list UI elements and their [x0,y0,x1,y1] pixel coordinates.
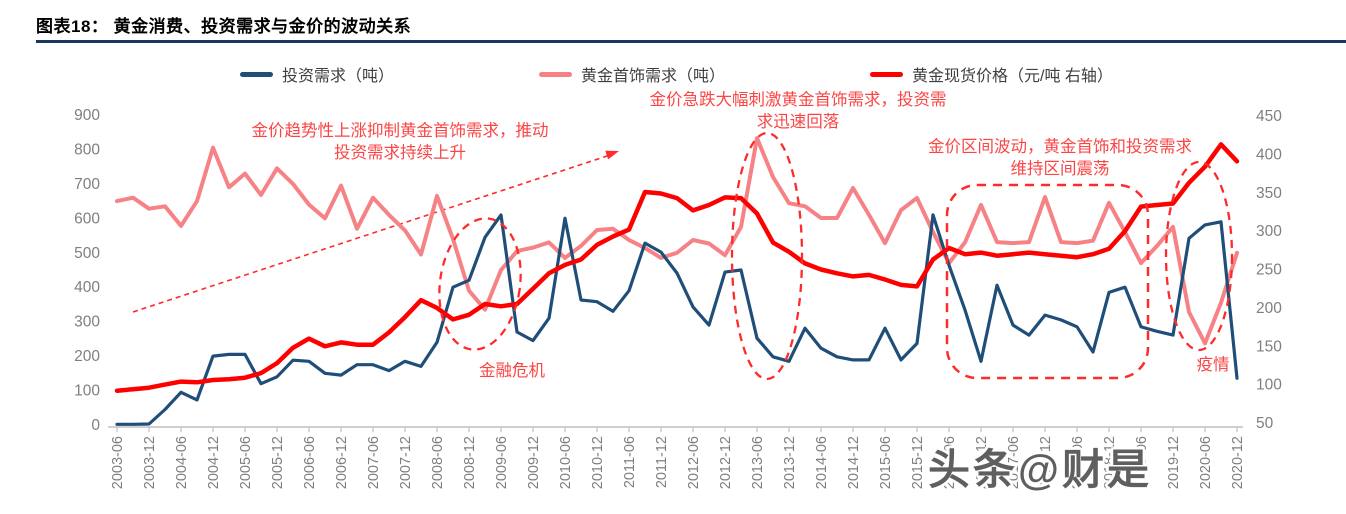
x-axis-label: 2020-12 [1230,436,1246,489]
x-axis-label: 2011-06 [622,436,638,488]
annotation-financial-crisis: 金融危机 [479,362,545,380]
range-bound-box [945,183,1150,380]
x-axis-label: 2003-12 [142,436,158,489]
page-title: 图表18： 黄金消费、投资需求与金价的波动关系 [36,17,412,36]
right-axis-label: 400 [1256,146,1282,163]
left-axis-label: 400 [74,279,100,296]
legend-item-investment[interactable]: 投资需求（吨） [240,62,394,86]
x-axis-label: 2006-06 [302,436,318,489]
x-axis-label: 2004-06 [174,436,190,489]
x-axis-label: 2008-12 [462,436,478,489]
left-axis-label: 200 [74,348,100,365]
x-axis-label: 2018-06 [1070,436,1086,489]
x-axis-label: 2015-12 [910,436,926,489]
spike-2013-ellipse [730,131,804,381]
right-axis-label: 350 [1256,185,1282,202]
left-axis-label: 300 [74,314,100,331]
x-axis-label: 2005-06 [238,436,254,489]
x-axis-label: 2010-12 [590,436,606,489]
watermark: 头条@财是 [928,446,1152,493]
legend-item-jewelry[interactable]: 黄金首饰需求（吨） [539,62,725,86]
legend-swatch-investment [240,71,273,77]
x-axis-label: 2019-12 [1166,436,1182,489]
legend-label-investment: 投资需求（吨） [282,68,395,85]
x-axis-label: 2014-12 [846,436,862,489]
right-axis-label: 50 [1256,415,1274,432]
annotation-range-bound: 金价区间波动，黄金首饰和投资需求维持区间震荡 [928,138,1192,178]
left-axis-label: 100 [74,383,100,400]
legend-swatch-jewelry [539,71,573,77]
x-axis-label: 2008-06 [430,436,446,489]
series-line-price [114,142,1240,394]
x-axis-label: 2009-12 [526,436,542,489]
x-axis-label: 2015-06 [878,436,894,489]
left-axis-label: 0 [91,417,100,434]
annotation-pandemic: 疫情 [1196,356,1230,374]
annotation-crash-2013: 金价急跌大幅刺激黄金首饰需求，投资需求迅速回落 [649,91,947,131]
right-axis-label: 250 [1256,262,1282,279]
legend-label-jewelry: 黄金首饰需求（吨） [581,68,726,85]
right-axis-label: 100 [1256,377,1282,394]
x-axis-label: 2014-06 [814,436,830,489]
title-divider [36,40,1346,43]
x-axis-label: 2005-12 [270,436,286,489]
series-line-jewelry [115,136,1239,346]
trend-arrow-head [605,150,619,160]
left-axis-label: 600 [74,210,100,227]
x-axis-label: 2019-06 [1134,436,1150,489]
legend-label-price: 黄金现货价格（元/吨 右轴） [912,68,1113,85]
right-axis-label: 200 [1256,300,1282,317]
x-axis-label: 2013-12 [782,436,798,489]
x-axis-label: 2016-06 [942,436,958,489]
right-axis-label: 150 [1256,338,1282,355]
x-axis-label: 2004-12 [206,436,222,489]
financial-crisis-ellipse [438,217,522,351]
chart-legend: 投资需求（吨） 黄金首饰需求（吨） 黄金现货价格（元/吨 右轴） [240,62,1113,86]
pandemic-ellipse [1164,160,1234,352]
x-axis-label: 2012-12 [718,436,734,489]
x-axis-label: 2007-12 [398,436,414,489]
left-axis-label: 800 [74,141,100,158]
right-axis-label: 450 [1256,108,1282,125]
x-axis-label: 2016-12 [974,436,990,489]
x-axis-label: 2013-06 [750,436,766,489]
x-axis-label: 2007-06 [366,436,382,489]
x-axis-label: 2003-06 [110,436,126,489]
trend-arrow-line [132,154,611,313]
left-axis-label: 500 [74,245,100,262]
x-axis-label: 2017-12 [1038,436,1054,489]
legend-swatch-price [870,71,904,77]
x-axis-label: 2012-06 [686,436,702,489]
left-axis-label: 700 [74,176,100,193]
series-line-investment [115,213,1239,426]
right-axis-label: 300 [1256,223,1282,240]
annotation-trend-up: 金价趋势性上涨抑制黄金首饰需求，推动投资需求持续上升 [251,122,549,162]
x-axis-label: 2018-12 [1102,436,1118,489]
left-axis-label: 900 [74,107,100,124]
x-axis-label: 2009-06 [494,436,510,489]
x-axis-label: 2011-12 [654,436,670,488]
x-axis-label: 2020-06 [1198,436,1214,489]
legend-item-price[interactable]: 黄金现货价格（元/吨 右轴） [870,62,1113,86]
x-axis-label: 2006-12 [334,436,350,489]
x-axis-label: 2017-06 [1006,436,1022,489]
x-axis-label: 2010-06 [558,436,574,489]
